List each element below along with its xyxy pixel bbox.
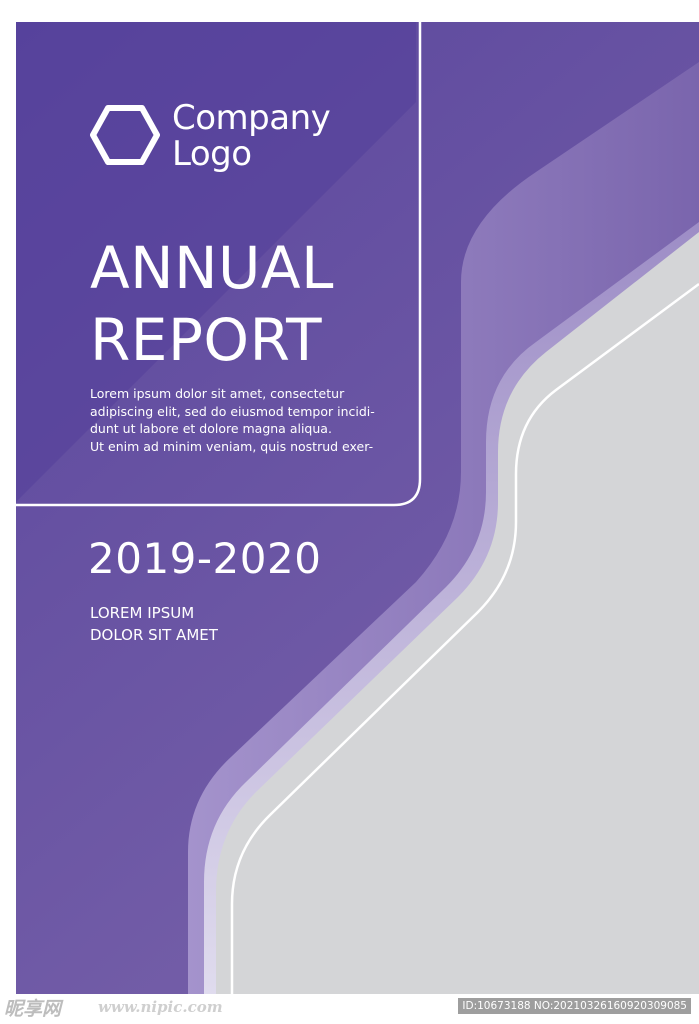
white-outline-gray bbox=[230, 282, 699, 1000]
hexagon-icon bbox=[90, 105, 160, 165]
watermark-footer: 昵享网 www.nipic.com ID:10673188 NO:2021032… bbox=[0, 994, 699, 1024]
watermark-logo: 昵享网 bbox=[4, 998, 62, 1020]
tagline: LOREM IPSUM DOLOR SIT AMET bbox=[90, 602, 218, 646]
tagline-line1: LOREM IPSUM bbox=[90, 604, 195, 622]
title-line2: REPORT bbox=[90, 306, 323, 374]
white-outline-frame bbox=[16, 22, 422, 507]
watermark-site: www.nipic.com bbox=[98, 998, 223, 1016]
cover-artwork bbox=[16, 22, 699, 1000]
intro-paragraph: Lorem ipsum dolor sit amet, consectetur … bbox=[90, 385, 410, 455]
company-logo-text: Company Logo bbox=[172, 98, 331, 174]
intro-line: adipiscing elit, sed do eiusmod tempor i… bbox=[90, 403, 375, 419]
dark-facet bbox=[16, 22, 416, 502]
report-years: 2019-2020 bbox=[88, 534, 322, 583]
logo-line1: Company bbox=[172, 98, 331, 138]
logo-line2: Logo bbox=[172, 134, 252, 174]
report-title: ANNUAL REPORT bbox=[90, 232, 334, 376]
watermark-id: ID:10673188 NO:20210326160920309085 bbox=[458, 998, 691, 1014]
tagline-line2: DOLOR SIT AMET bbox=[90, 626, 218, 644]
intro-line: Ut enim ad minim veniam, quis nostrud ex… bbox=[90, 438, 374, 454]
title-line1: ANNUAL bbox=[90, 234, 334, 302]
gray-panel bbox=[216, 232, 699, 1000]
intro-line: Lorem ipsum dolor sit amet, consectetur bbox=[90, 386, 345, 401]
report-cover: Company Logo ANNUAL REPORT Lorem ipsum d… bbox=[16, 22, 699, 1000]
intro-line: dunt ut labore et dolore magna aliqua. bbox=[90, 421, 332, 436]
